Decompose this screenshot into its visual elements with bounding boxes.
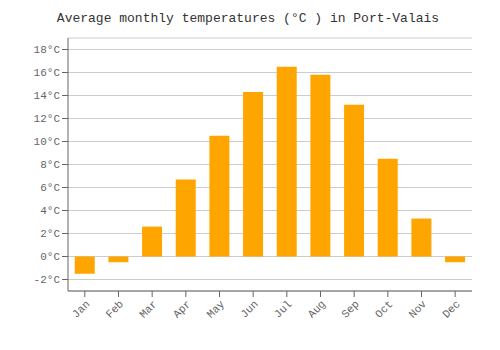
svg-text:12°C: 12°C — [34, 113, 61, 125]
svg-text:-2°C: -2°C — [34, 274, 61, 286]
svg-text:Apr: Apr — [171, 298, 193, 320]
svg-text:18°C: 18°C — [34, 44, 61, 56]
svg-text:Feb: Feb — [104, 298, 126, 320]
svg-text:Dec: Dec — [440, 298, 462, 320]
svg-text:10°C: 10°C — [34, 136, 61, 148]
svg-text:Jul: Jul — [272, 298, 294, 320]
svg-text:Nov: Nov — [407, 298, 430, 321]
svg-text:Mar: Mar — [137, 298, 159, 320]
svg-text:Sep: Sep — [339, 298, 361, 320]
svg-text:Oct: Oct — [373, 298, 395, 320]
svg-text:16°C: 16°C — [34, 67, 61, 79]
svg-text:0°C: 0°C — [40, 251, 60, 263]
svg-text:14°C: 14°C — [34, 90, 61, 102]
svg-text:Jun: Jun — [238, 298, 260, 320]
html-text:Average monthly temperatures (: Average monthly temperatures (°C ) in Po… — [56, 11, 440, 26]
svg-text:8°C: 8°C — [40, 159, 60, 171]
svg-text:6°C: 6°C — [40, 182, 60, 194]
svg-text:4°C: 4°C — [40, 205, 60, 217]
svg-text:May: May — [205, 298, 228, 321]
svg-text:Jan: Jan — [70, 298, 92, 320]
svg-text:2°C: 2°C — [40, 228, 60, 240]
svg-text:Aug: Aug — [306, 298, 328, 320]
